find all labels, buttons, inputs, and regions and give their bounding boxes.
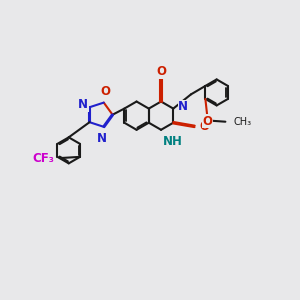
Text: CF₃: CF₃ — [33, 152, 55, 165]
Text: O: O — [203, 115, 213, 128]
Text: NH: NH — [163, 135, 182, 148]
Text: O: O — [199, 120, 209, 133]
Text: O: O — [156, 65, 166, 78]
Text: N: N — [78, 98, 88, 111]
Text: CH₃: CH₃ — [234, 117, 252, 127]
Text: O: O — [100, 85, 110, 98]
Text: N: N — [96, 132, 106, 145]
Text: N: N — [178, 100, 188, 113]
